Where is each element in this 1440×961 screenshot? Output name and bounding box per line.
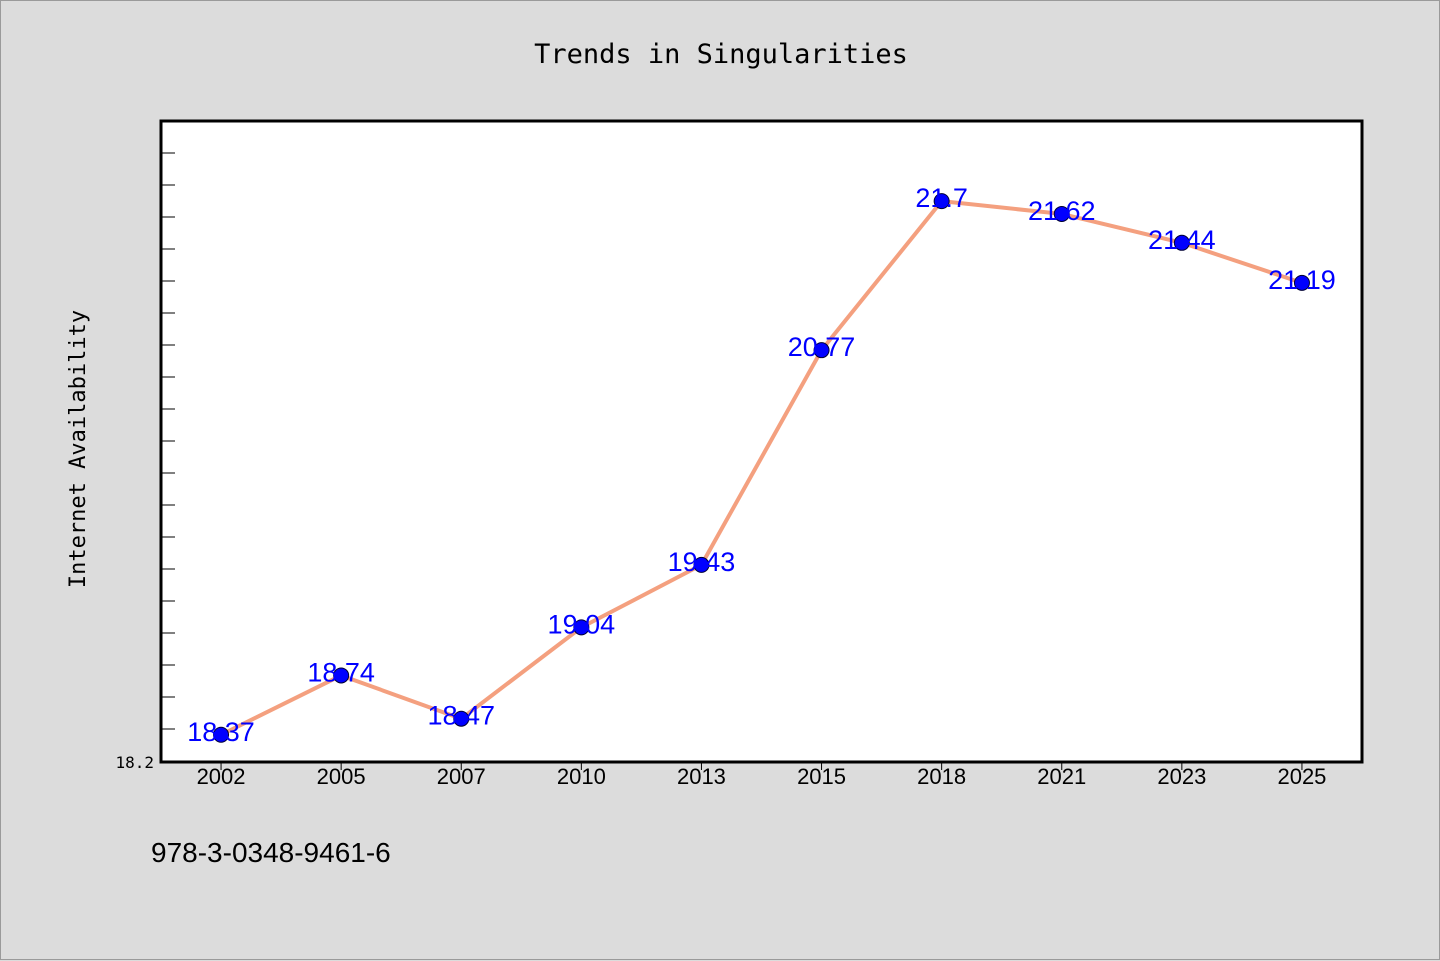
x-tick-label: 2007 [437, 764, 486, 789]
data-label: 19.43 [668, 547, 736, 577]
series-line-group [213, 193, 1310, 743]
data-label: 21.7 [915, 183, 968, 213]
footer-code: 978-3-0348-9461-6 [151, 837, 391, 868]
x-tick-label: 2025 [1277, 764, 1326, 789]
data-point [213, 726, 230, 743]
plot-area [159, 119, 1364, 764]
data-label: 18.47 [427, 701, 495, 731]
data-label: 18.74 [307, 657, 375, 687]
data-point [693, 556, 710, 573]
data-label: 18.37 [187, 717, 255, 747]
data-labels-group: 18.37 18.74 18.47 19.04 19.43 20.77 21.7 21.62 2… [187, 183, 1335, 747]
data-point [453, 710, 470, 727]
data-point [1173, 234, 1190, 251]
x-tick-label: 2013 [677, 764, 726, 789]
data-point [1293, 274, 1310, 291]
y-minor-ticks [161, 152, 175, 730]
x-tick-label: 2005 [317, 764, 366, 789]
data-point [933, 193, 950, 210]
y-tick-label: 18.2 [115, 753, 154, 772]
data-label: 19.04 [548, 609, 616, 639]
data-label: 21.19 [1268, 265, 1336, 295]
x-tick-label: 2002 [197, 764, 246, 789]
x-tick-label: 2015 [797, 764, 846, 789]
data-point [333, 667, 350, 684]
x-tick-label: 2018 [917, 764, 966, 789]
data-label: 20.77 [788, 332, 856, 362]
x-tick-label: 2010 [557, 764, 606, 789]
data-label: 21.44 [1148, 225, 1216, 255]
data-label: 21.62 [1028, 196, 1096, 226]
chart-title: Trends in Singularities [534, 39, 908, 70]
y-axis-label: Internet Availability [66, 310, 91, 588]
x-tick-label: 2023 [1157, 764, 1206, 789]
data-point [1053, 205, 1070, 222]
data-point [813, 342, 830, 359]
data-point [573, 619, 590, 636]
x-tick-label: 2021 [1037, 764, 1086, 789]
series-line [220, 199, 1303, 737]
x-axis-ticks: 2002 2005 2007 2010 2013 2015 2018 2021 2023 2025 [197, 762, 1326, 789]
